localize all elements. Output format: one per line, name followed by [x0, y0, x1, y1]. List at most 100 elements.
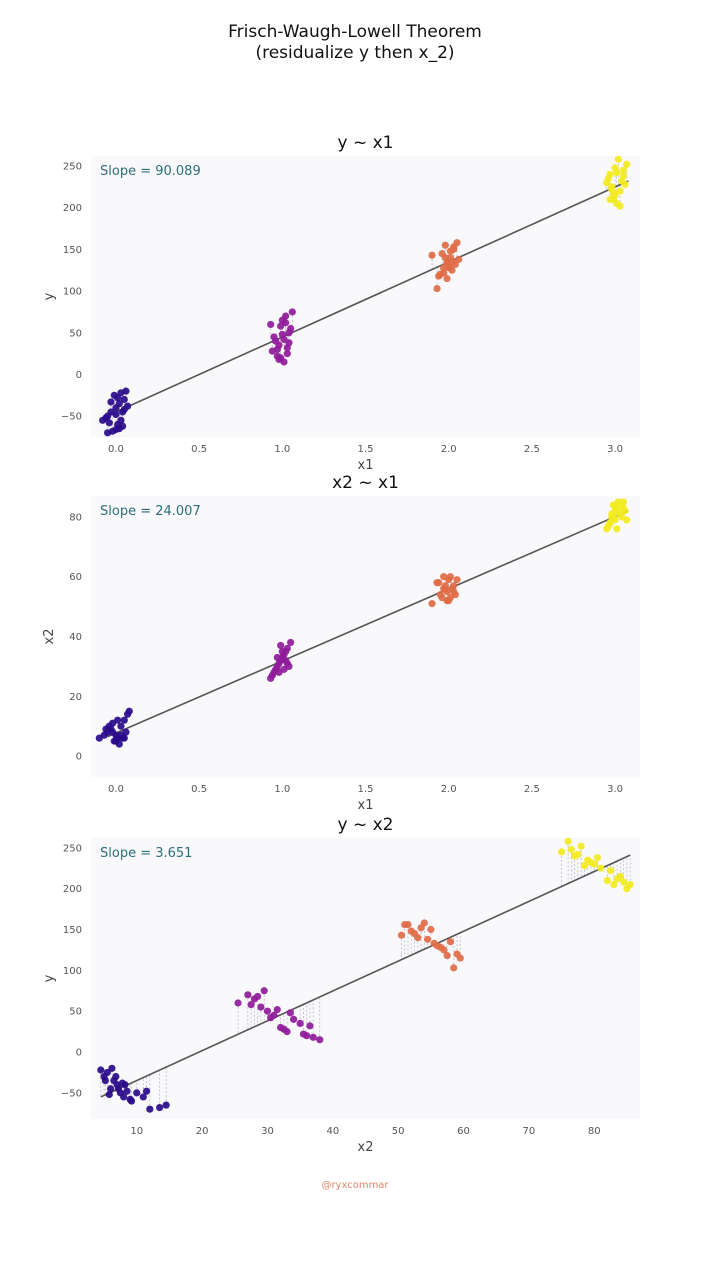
x-tick-label: 50 [392, 1126, 405, 1137]
data-point-cluster-3 [623, 160, 631, 168]
figure-title-line-2: (residualize y then x_2) [255, 43, 455, 63]
data-point-cluster-3 [606, 867, 615, 875]
data-point-cluster-1 [268, 671, 276, 679]
y-axis-label: y [42, 974, 57, 982]
plot-area [91, 838, 640, 1119]
data-point-cluster-1 [275, 659, 283, 668]
data-point-cluster-1 [309, 1033, 317, 1041]
data-point-cluster-1 [247, 1001, 255, 1009]
data-point-cluster-2 [430, 939, 438, 947]
data-point-cluster-3 [608, 513, 616, 521]
data-point-cluster-1 [287, 638, 295, 647]
data-point-cluster-3 [616, 187, 624, 195]
data-point-cluster-3 [567, 845, 575, 854]
data-point-cluster-1 [234, 999, 242, 1007]
data-point-cluster-0 [112, 410, 120, 419]
data-point-cluster-3 [606, 195, 614, 203]
data-point-cluster-2 [441, 585, 449, 593]
data-point-cluster-0 [97, 1066, 105, 1074]
data-point-cluster-3 [626, 880, 634, 889]
y-tick-label: 150 [63, 245, 82, 256]
x-tick-label: 0.5 [191, 444, 207, 455]
x-tick-label: 1.0 [274, 784, 290, 795]
y-tick-label: 0 [76, 1048, 82, 1059]
data-point-cluster-1 [299, 1030, 308, 1038]
data-point-cluster-3 [580, 862, 589, 870]
data-point-cluster-3 [619, 172, 627, 180]
data-point-cluster-2 [417, 924, 425, 932]
data-point-cluster-2 [423, 935, 432, 943]
data-point-cluster-3 [613, 875, 621, 883]
regression-line [107, 510, 629, 738]
data-point-cluster-2 [445, 264, 453, 272]
data-point-cluster-3 [619, 166, 627, 174]
data-point-cluster-0 [105, 1090, 113, 1099]
data-point-cluster-0 [108, 1064, 116, 1072]
data-point-cluster-0 [139, 1093, 147, 1101]
data-point-cluster-0 [107, 398, 115, 406]
data-point-cluster-2 [445, 597, 453, 605]
data-point-cluster-3 [587, 858, 595, 867]
data-point-cluster-2 [446, 938, 455, 946]
data-point-cluster-3 [619, 504, 627, 512]
y-tick-label: 200 [63, 203, 82, 214]
y-tick-label: 50 [69, 1007, 82, 1018]
data-point-cluster-3 [613, 525, 621, 533]
data-point-cluster-3 [608, 185, 616, 193]
data-point-cluster-3 [611, 164, 619, 172]
y-tick-label: 60 [69, 572, 82, 583]
data-point-cluster-1 [244, 991, 252, 999]
x-axis-label: x2 [358, 1140, 374, 1155]
x-tick-label: 1.0 [274, 444, 290, 455]
data-point-cluster-1 [267, 320, 275, 329]
data-point-cluster-2 [450, 964, 458, 972]
x-tick-label: 1.5 [358, 444, 374, 455]
data-point-cluster-3 [610, 880, 618, 889]
data-point-cluster-3 [557, 848, 566, 856]
x-tick-label: 0.0 [108, 784, 124, 795]
chart-title: y ~ x2 [338, 815, 394, 835]
data-point-cluster-0 [146, 1105, 154, 1113]
x-tick-label: 80 [588, 1126, 601, 1137]
data-point-cluster-2 [443, 952, 451, 960]
data-point-cluster-2 [397, 931, 406, 939]
y-tick-label: 150 [63, 925, 82, 936]
data-point-cluster-0 [114, 716, 122, 724]
data-point-cluster-0 [117, 416, 125, 424]
plot-area [91, 496, 640, 777]
y-tick-label: 250 [63, 843, 82, 854]
data-point-cluster-2 [448, 258, 456, 266]
x-tick-label: 40 [326, 1126, 339, 1137]
data-point-cluster-0 [101, 1077, 109, 1085]
data-point-cluster-0 [120, 1093, 128, 1101]
data-point-cluster-0 [109, 728, 117, 736]
data-point-cluster-3 [604, 174, 612, 183]
data-point-cluster-3 [619, 498, 627, 506]
figure-title-line-1: Frisch-Waugh-Lowell Theorem [228, 22, 482, 42]
y-tick-label: 100 [63, 966, 82, 977]
data-point-cluster-0 [133, 1089, 141, 1097]
y-tick-label: 50 [69, 328, 82, 339]
x-tick-label: 70 [523, 1126, 536, 1137]
data-point-cluster-3 [597, 864, 605, 872]
y-tick-label: 20 [69, 692, 82, 703]
data-point-cluster-2 [404, 920, 412, 929]
x-tick-label: 2.5 [524, 784, 540, 795]
x-axis-label: x1 [358, 798, 374, 813]
chart-panel-3: y ~ x2 x2 y 10 20 30 40 50 60 70 80 −50 0 50 100 150 200… [42, 815, 640, 1155]
data-point-cluster-3 [609, 501, 617, 509]
data-point-cluster-2 [450, 582, 458, 590]
data-point-cluster-1 [282, 312, 290, 320]
slope-annotation: Slope = 24.007 [100, 504, 201, 519]
x-tick-label: 0.0 [108, 444, 124, 455]
data-point-cluster-0 [115, 400, 123, 408]
data-point-cluster-1 [273, 1005, 281, 1014]
data-point-cluster-0 [107, 1085, 115, 1093]
chart-title: x2 ~ x1 [332, 473, 399, 493]
data-point-cluster-2 [427, 925, 435, 934]
slope-annotation: Slope = 90.089 [100, 164, 201, 179]
data-point-cluster-0 [156, 1103, 164, 1112]
credit-text: @ryxcommar [321, 1180, 389, 1191]
data-point-cluster-0 [124, 402, 132, 410]
